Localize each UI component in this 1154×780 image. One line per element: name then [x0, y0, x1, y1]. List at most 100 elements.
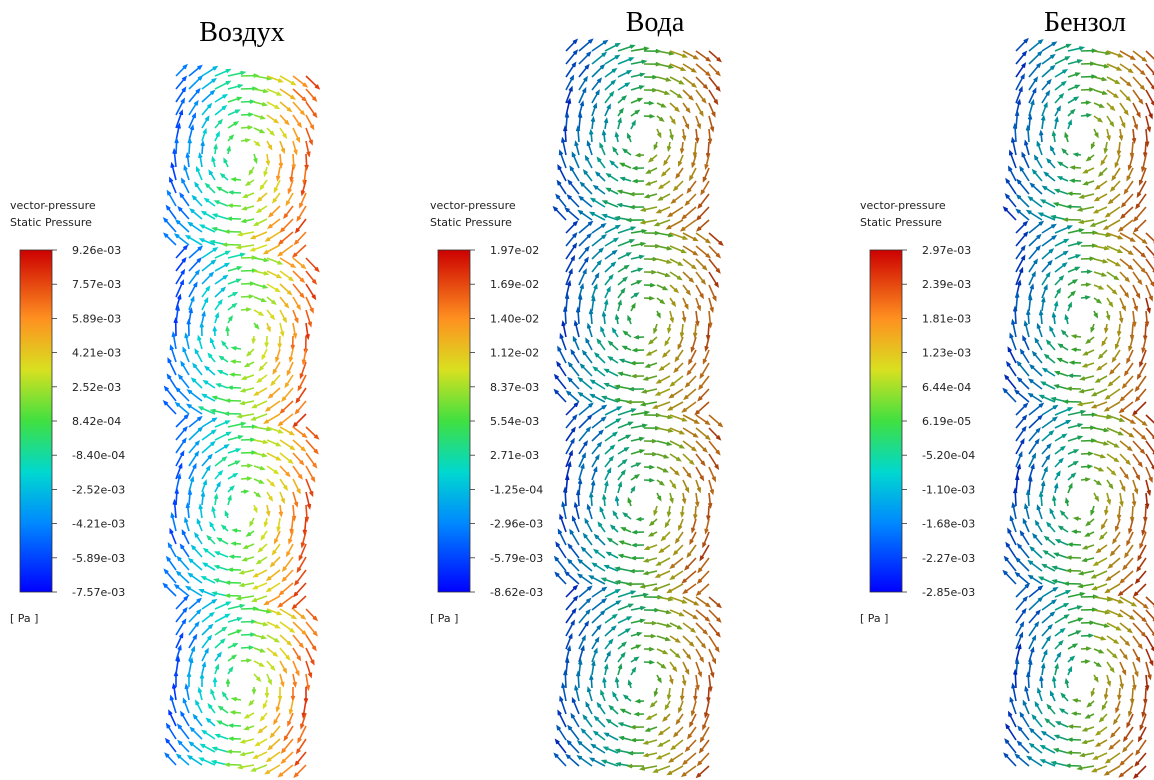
vector-arrow: [254, 479, 263, 483]
vector-arrow: [215, 133, 219, 141]
vector-arrow: [631, 230, 645, 233]
vector-arrow: [624, 149, 631, 155]
vector-arrow: [1052, 132, 1055, 142]
vector-arrow: [1055, 459, 1062, 467]
vector-arrow: [230, 555, 241, 558]
vector-arrow: [1120, 259, 1132, 269]
vector-arrow: [709, 77, 719, 90]
vector-arrow: [572, 714, 579, 727]
vector-arrow: [555, 390, 566, 402]
vector-arrow: [293, 596, 306, 608]
vector-arrow: [164, 219, 176, 232]
vector-arrow: [605, 407, 621, 415]
vector-arrow: [1012, 504, 1016, 519]
vector-arrow: [306, 427, 318, 438]
vector-arrow: [214, 145, 217, 154]
vector-arrow: [1125, 545, 1133, 557]
vector-arrow: [644, 440, 656, 443]
vector-arrow: [232, 542, 241, 545]
vector-arrow: [1068, 121, 1071, 129]
vector-arrow: [1068, 424, 1081, 428]
vector-arrow: [654, 324, 657, 332]
vector-arrow: [220, 357, 228, 362]
vector-arrow: [681, 142, 684, 152]
vector-arrow: [1016, 222, 1027, 233]
vector-arrow: [212, 508, 215, 518]
vector-arrow: [185, 685, 189, 700]
tick-label: 6.44e-04: [922, 381, 971, 394]
vector-arrow: [1094, 753, 1107, 759]
vector-arrow: [267, 583, 280, 591]
vector-arrow: [591, 213, 605, 220]
vector-arrow: [189, 223, 202, 232]
vector-arrow: [306, 622, 317, 635]
vector-arrow: [605, 457, 613, 467]
vector-arrow: [699, 389, 709, 400]
vector-arrow: [609, 357, 618, 363]
vector-arrow: [592, 626, 600, 636]
tick-label: -2.52e-03: [72, 483, 125, 496]
vector-arrow: [1133, 636, 1142, 648]
vector-arrow: [575, 686, 579, 701]
vector-arrow: [638, 518, 644, 521]
vector-arrow: [189, 574, 202, 583]
vector-arrow: [683, 246, 697, 255]
vector-arrow: [650, 337, 657, 343]
vector-arrow: [189, 452, 198, 466]
vector-arrow: [1107, 467, 1115, 474]
vector-arrow: [1102, 519, 1107, 528]
vector-arrow: [226, 680, 229, 687]
vector-arrow: [306, 297, 313, 312]
vector-arrow: [670, 454, 680, 461]
vector-arrow: [293, 284, 303, 297]
vector-arrow: [228, 97, 241, 102]
vector-arrow: [1068, 556, 1081, 559]
vector-arrow: [198, 337, 202, 349]
vector-arrow: [1073, 712, 1081, 715]
vector-arrow: [1107, 259, 1119, 266]
vector-arrow: [1087, 519, 1094, 525]
vector-arrow: [601, 691, 605, 701]
vector-arrow: [1134, 584, 1146, 596]
vector-arrow: [622, 528, 631, 532]
vector-arrow: [591, 395, 605, 402]
vector-arrow: [189, 623, 198, 635]
vector-arrow: [670, 636, 679, 642]
vector-arrow: [584, 534, 592, 545]
vector-arrow: [689, 350, 696, 363]
vector-arrow: [1042, 613, 1054, 623]
vector-arrow: [1005, 740, 1016, 753]
vector-arrow: [189, 89, 199, 102]
vector-arrow: [1093, 389, 1107, 395]
vector-arrow: [671, 376, 683, 386]
vector-arrow: [306, 141, 310, 155]
vector-arrow: [300, 193, 306, 207]
tick-label: 6.19e-05: [922, 415, 971, 428]
vector-arrow: [603, 679, 606, 688]
vector-arrow: [696, 441, 706, 451]
vector-arrow: [306, 76, 319, 88]
vector-arrow: [1094, 246, 1108, 250]
vector-arrow: [202, 613, 213, 622]
vector-arrow: [568, 741, 579, 753]
legend-unit: [ Pa ]: [430, 612, 458, 625]
vector-arrow: [183, 531, 189, 544]
vector-arrow: [293, 479, 300, 493]
tick-label: -8.62e-03: [490, 586, 543, 599]
vector-arrow: [1107, 285, 1116, 293]
vector-arrow: [1102, 337, 1107, 345]
vector-arrow: [255, 388, 267, 395]
vector-arrow: [1042, 298, 1045, 311]
vector-arrow: [1081, 49, 1095, 52]
vector-arrow: [586, 339, 592, 350]
vector-arrow: [592, 79, 601, 90]
vector-arrow: [1107, 454, 1118, 461]
vector-arrow: [176, 77, 186, 89]
vector-arrow: [241, 308, 250, 311]
vector-arrow: [1109, 558, 1120, 568]
vector-arrow: [1081, 101, 1090, 104]
vector-arrow: [216, 552, 228, 557]
vector-arrow: [644, 76, 656, 79]
vector-arrow: [1029, 260, 1037, 272]
vector-arrow: [1006, 195, 1016, 207]
